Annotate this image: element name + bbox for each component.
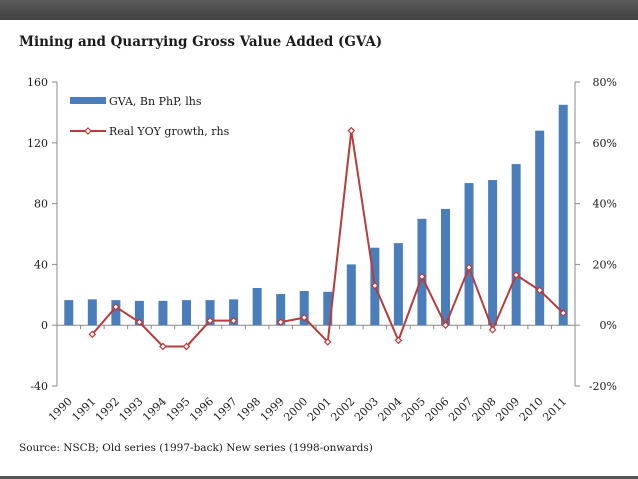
growth-marker bbox=[300, 313, 309, 322]
bar bbox=[182, 300, 191, 326]
bar bbox=[229, 299, 239, 326]
x-tick-label: 2011 bbox=[540, 395, 569, 424]
growth-marker bbox=[512, 271, 520, 279]
x-tick-label: 1999 bbox=[258, 395, 287, 424]
bottom-rule bbox=[0, 476, 638, 479]
bar bbox=[417, 218, 427, 326]
bar bbox=[464, 183, 474, 326]
legend-marker-swatch bbox=[84, 127, 92, 135]
right-tick-label: 0% bbox=[600, 319, 617, 332]
x-tick-label: 1996 bbox=[187, 395, 216, 424]
bar bbox=[511, 164, 521, 326]
bar-series bbox=[64, 104, 568, 326]
x-tick-label: 1994 bbox=[140, 395, 169, 424]
left-tick-label: 40 bbox=[34, 258, 48, 271]
right-tick-label: 60% bbox=[593, 137, 617, 150]
growth-marker bbox=[88, 330, 97, 339]
x-tick-label: 2007 bbox=[446, 395, 475, 424]
x-tick-label: 1993 bbox=[117, 395, 146, 424]
source-note: Source: NSCB; Old series (1997-back) New… bbox=[19, 442, 373, 454]
top-band bbox=[0, 0, 638, 20]
growth-marker bbox=[323, 338, 332, 346]
growth-marker bbox=[347, 126, 356, 135]
bar bbox=[276, 294, 286, 326]
left-tick-label: -40 bbox=[30, 380, 48, 393]
bar bbox=[134, 300, 144, 326]
chart-title: Mining and Quarrying Gross Value Added (… bbox=[19, 34, 383, 50]
growth-marker bbox=[559, 309, 568, 317]
growth-marker bbox=[112, 303, 120, 311]
x-tick-label: 2009 bbox=[493, 395, 522, 424]
growth-marker bbox=[135, 318, 144, 327]
growth-marker bbox=[206, 316, 214, 325]
legend-bar-swatch bbox=[70, 97, 106, 104]
bar bbox=[558, 104, 568, 326]
x-tick-label: 2010 bbox=[517, 395, 546, 424]
bar bbox=[64, 300, 74, 326]
bar bbox=[87, 299, 97, 326]
growth-marker bbox=[159, 342, 167, 351]
left-tick-label: 120 bbox=[27, 137, 48, 150]
growth-marker bbox=[535, 286, 544, 295]
legend-label-growth: Real YOY growth, rhs bbox=[109, 125, 230, 138]
bar bbox=[393, 243, 403, 326]
right-tick-label: -20% bbox=[589, 380, 617, 393]
right-tick-label: 20% bbox=[593, 258, 617, 271]
x-tick-label: 2003 bbox=[352, 395, 381, 424]
bar bbox=[346, 264, 356, 326]
x-tick-label: 2002 bbox=[328, 395, 357, 424]
growth-marker bbox=[394, 336, 403, 345]
x-tick-label: 2008 bbox=[470, 395, 499, 424]
growth-marker bbox=[488, 325, 497, 334]
bar bbox=[323, 291, 333, 326]
growth-marker bbox=[465, 263, 473, 272]
x-tick-label: 2000 bbox=[281, 395, 310, 424]
x-tick-label: 2005 bbox=[399, 395, 428, 424]
right-tick-label: 40% bbox=[593, 198, 617, 211]
left-tick-label: 80 bbox=[34, 198, 48, 211]
x-tick-label: 1992 bbox=[93, 395, 122, 424]
x-tick-label: 1995 bbox=[164, 395, 193, 424]
x-tick-label: 2001 bbox=[305, 395, 334, 424]
x-tick-label: 1998 bbox=[234, 395, 263, 424]
bar bbox=[441, 208, 450, 326]
legend: GVA, Bn PhP, lhs Real YOY growth, rhs bbox=[70, 95, 230, 138]
growth-marker bbox=[441, 321, 450, 330]
x-tick-label: 1991 bbox=[69, 395, 98, 424]
bar bbox=[158, 300, 168, 326]
growth-marker bbox=[418, 272, 426, 281]
bar bbox=[111, 300, 121, 326]
x-tick-label: 1997 bbox=[211, 395, 240, 424]
growth-marker bbox=[229, 316, 238, 325]
bar bbox=[535, 130, 545, 326]
bar bbox=[205, 300, 215, 326]
x-tick-label: 2004 bbox=[376, 395, 405, 424]
legend-label-gva: GVA, Bn PhP, lhs bbox=[109, 95, 202, 108]
left-tick-label: 160 bbox=[27, 76, 48, 89]
left-tick-label: 0 bbox=[41, 319, 48, 332]
growth-marker bbox=[276, 318, 285, 327]
growth-marker bbox=[182, 342, 191, 351]
line-series bbox=[88, 126, 568, 351]
growth-marker bbox=[371, 281, 379, 290]
x-tick-label: 2006 bbox=[423, 395, 452, 424]
right-tick-label: 80% bbox=[593, 76, 617, 89]
bar bbox=[488, 180, 498, 326]
x-tick-label: 1990 bbox=[46, 395, 75, 424]
bar bbox=[252, 287, 262, 326]
bar bbox=[299, 291, 309, 326]
